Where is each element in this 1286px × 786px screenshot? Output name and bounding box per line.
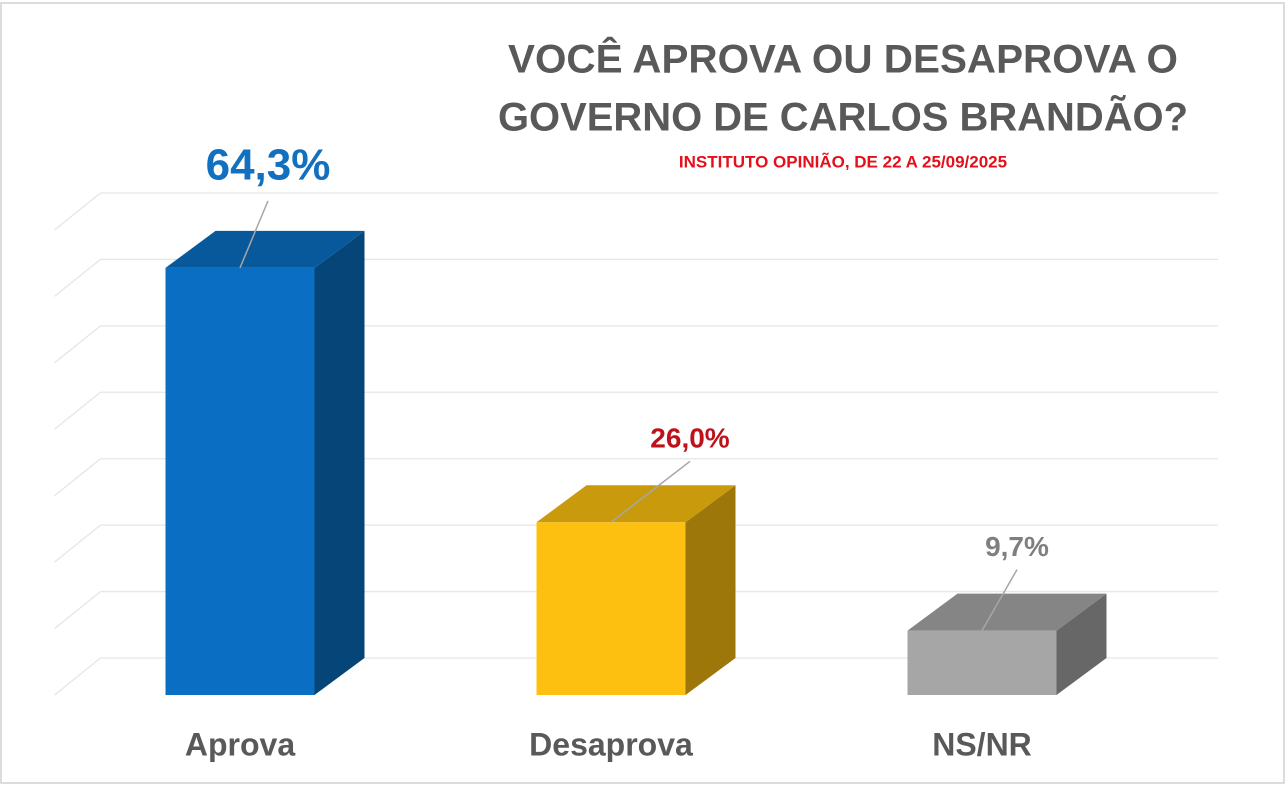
grid-line <box>54 391 101 430</box>
grid-line <box>54 458 101 497</box>
bar-side <box>1056 593 1107 695</box>
grid-line <box>54 192 101 231</box>
chart-title: VOCÊ APROVA OU DESAPROVA O <box>508 36 1178 82</box>
x-tick-label: NS/NR <box>932 726 1032 762</box>
chart-subtitle: INSTITUTO OPINIÃO, DE 22 A 25/09/2025 <box>679 151 1007 171</box>
value-label: 64,3% <box>206 140 331 189</box>
grid-line <box>54 325 101 364</box>
value-label: 26,0% <box>650 423 729 454</box>
bar <box>907 630 1057 695</box>
leader-line <box>981 569 1018 631</box>
bar-side <box>314 230 365 695</box>
x-tick-label: Desaprova <box>529 726 693 762</box>
bar-top <box>165 230 365 268</box>
grid-line <box>54 591 101 630</box>
bar-top <box>907 593 1107 631</box>
leader-line <box>239 200 269 269</box>
grid-line <box>54 258 101 297</box>
bar-side <box>685 485 736 695</box>
bar <box>165 267 315 695</box>
grid-line <box>54 524 101 563</box>
leader-line <box>610 460 691 523</box>
x-tick-label: Aprova <box>185 726 295 762</box>
chart-title: GOVERNO DE CARLOS BRANDÃO? <box>498 94 1188 140</box>
grid-line <box>54 657 101 696</box>
bar <box>536 522 686 695</box>
value-label: 9,7% <box>985 531 1049 562</box>
